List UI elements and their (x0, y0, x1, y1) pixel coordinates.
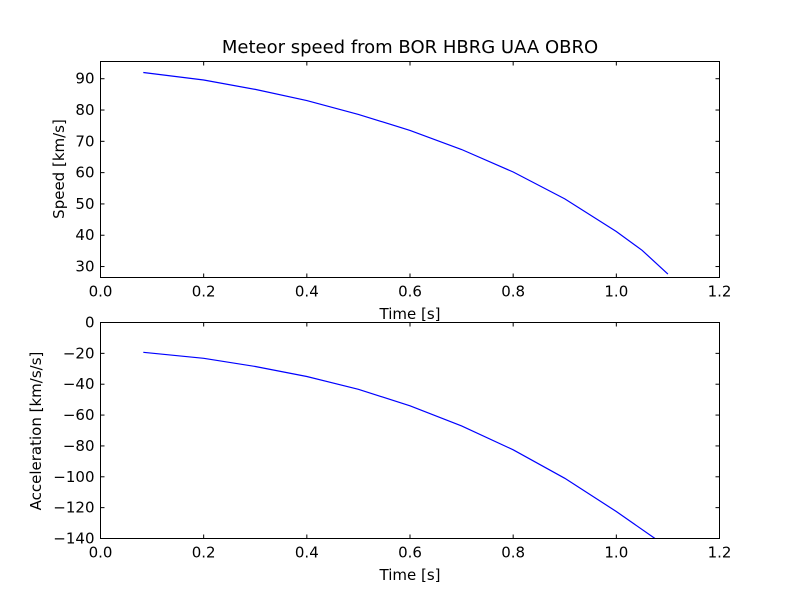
acceleration-y-tick-label: −100 (53, 468, 94, 486)
acceleration-x-tick-label: 0.8 (501, 544, 525, 562)
acceleration-x-tick-label: 1.0 (604, 544, 628, 562)
acceleration-ticks: 0.0 0.2 0.4 0.6 0.8 1.0 1.2 −140 −120 −100 −80 −60 −… (53, 314, 731, 562)
speed-y-tick-label: 90 (75, 70, 94, 88)
speed-x-tick-label: 0.0 (89, 283, 113, 301)
speed-y-tick-label: 80 (75, 101, 94, 119)
speed-y-axis-label: Speed [km/s] (50, 119, 68, 219)
acceleration-panel: Time [s] Acceleration [km/s/s] 0.0 0.2 0.4… (27, 314, 731, 585)
acceleration-y-tick-label: −120 (53, 499, 94, 517)
acceleration-x-tick-label: 1.2 (708, 544, 732, 562)
acceleration-x-axis-label: Time [s] (379, 566, 441, 584)
speed-lines (143, 71, 669, 275)
acceleration-x-tick-label: 0.0 (89, 544, 113, 562)
acceleration-y-tick-label: −80 (63, 437, 95, 455)
acceleration-x-tick-label: 0.2 (192, 544, 216, 562)
acceleration-y-axis-label: Acceleration [km/s/s] (27, 352, 45, 511)
speed-x-tick-label: 1.2 (708, 283, 732, 301)
acceleration-y-tick-label: −140 (53, 530, 94, 548)
acceleration-y-tick-label: −60 (63, 406, 95, 424)
acceleration-y-tick-label: −20 (63, 344, 95, 362)
acceleration-x-tick-label: 0.4 (295, 544, 319, 562)
speed-y-tick-label: 40 (75, 226, 94, 244)
speed-y-tick-label: 60 (75, 164, 94, 182)
speed-y-tick-label: 30 (75, 258, 94, 276)
speed-ticks: 0.0 0.2 0.4 0.6 0.8 1.0 1.2 30 40 50 60 70 80 90 (75, 61, 732, 301)
speed-x-tick-label: 0.8 (501, 283, 525, 301)
speed-y-tick-label: 50 (75, 195, 94, 213)
speed-x-tick-label: 1.0 (604, 283, 628, 301)
speed-x-tick-label: 0.6 (398, 283, 422, 301)
acceleration-lines (143, 351, 656, 539)
acceleration-y-tick-label: −40 (63, 375, 95, 393)
acceleration-y-tick-label: 0 (85, 314, 95, 332)
speed-x-tick-label: 0.2 (192, 283, 216, 301)
speed-panel: Meteor speed from BOR HBRG UAA OBRO Time… (50, 37, 731, 323)
speed-x-axis-label: Time [s] (379, 305, 441, 323)
acceleration-plot-frame (100, 322, 720, 539)
acceleration-x-tick-label: 0.6 (398, 544, 422, 562)
acceleration-series-line (143, 351, 656, 539)
chart-title: Meteor speed from BOR HBRG UAA OBRO (222, 37, 598, 58)
speed-y-tick-label: 70 (75, 132, 94, 150)
speed-series-line (143, 71, 669, 275)
speed-plot-frame (100, 61, 720, 278)
speed-x-tick-label: 0.4 (295, 283, 319, 301)
